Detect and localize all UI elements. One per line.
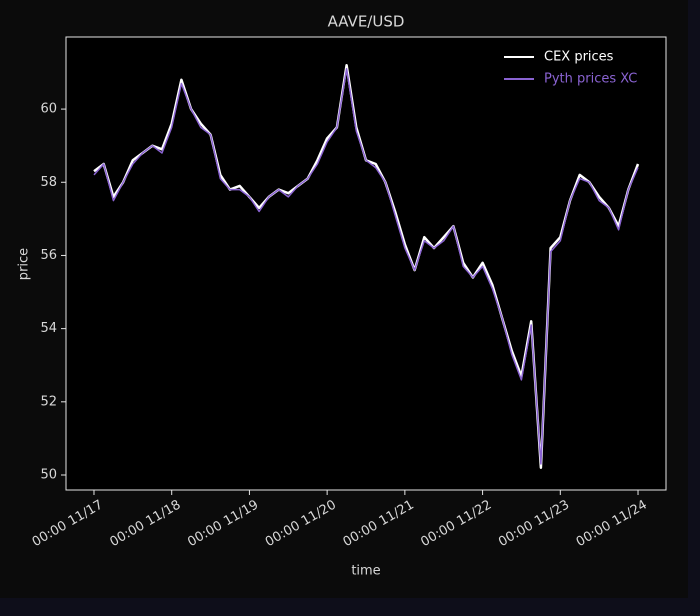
y-tick-label: 50: [40, 467, 57, 482]
y-tick-label: 58: [40, 175, 57, 190]
chart-title: AAVE/USD: [328, 13, 405, 31]
line-series: [93, 68, 639, 465]
legend-label: CEX prices: [544, 50, 614, 65]
y-tick-label: 56: [40, 248, 57, 263]
plot-area: [65, 36, 667, 491]
legend-label: Pyth prices XC: [544, 72, 637, 87]
y-tick-label: 54: [40, 321, 57, 336]
y-tick-label: 60: [40, 102, 57, 117]
x-axis-label: time: [351, 564, 380, 579]
y-tick-label: 52: [40, 394, 57, 409]
y-axis-label: price: [17, 248, 32, 280]
